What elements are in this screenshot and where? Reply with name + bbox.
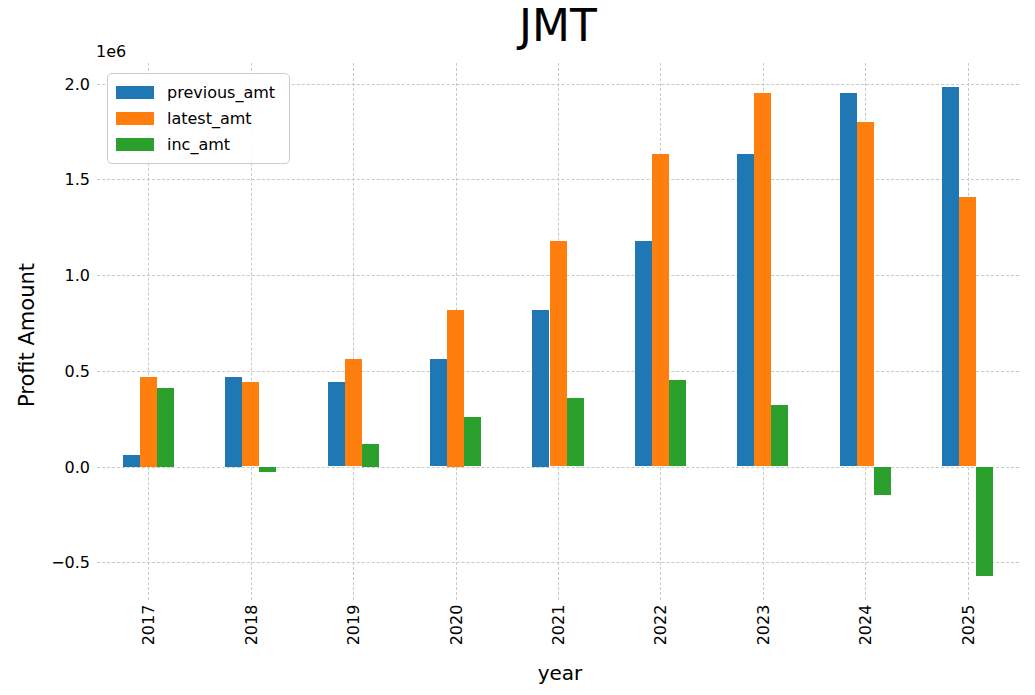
- gridline-x: [353, 63, 354, 600]
- bar-latest_amt-2018: [242, 382, 259, 466]
- y-axis-offset-label: 1e6: [96, 42, 126, 61]
- bar-latest_amt-2020: [447, 310, 464, 467]
- y-tick-label: −0.5: [51, 553, 90, 572]
- x-tick-label: 2019: [344, 605, 363, 646]
- bar-inc_amt-2022: [669, 380, 686, 466]
- bar-inc_amt-2020: [464, 417, 481, 467]
- x-tick-label: 2023: [753, 605, 772, 646]
- plot-area: previous_amt latest_amt inc_amt: [97, 63, 1019, 600]
- legend-item-label: latest_amt: [167, 109, 252, 128]
- legend: previous_amt latest_amt inc_amt: [107, 73, 290, 164]
- bar-latest_amt-2019: [345, 359, 362, 466]
- figure: JMT 1e6 Profit Amount year previous_amtl…: [0, 0, 1035, 695]
- bar-inc_amt-2018: [259, 467, 276, 473]
- y-tick-label: 0.0: [65, 457, 90, 476]
- bar-inc_amt-2019: [362, 444, 379, 467]
- bar-previous_amt-2017: [123, 455, 140, 467]
- bar-inc_amt-2025: [976, 467, 993, 576]
- legend-item-previous_amt: previous_amt: [116, 83, 275, 102]
- legend-item-label: previous_amt: [167, 83, 275, 102]
- legend-swatch-latest_amt: [116, 112, 154, 125]
- bar-previous_amt-2021: [532, 310, 549, 467]
- bar-latest_amt-2022: [652, 154, 669, 466]
- legend-swatch-inc_amt: [116, 138, 154, 151]
- bar-previous_amt-2020: [430, 359, 447, 466]
- y-tick-label: 0.5: [65, 361, 90, 380]
- bar-previous_amt-2018: [225, 377, 242, 467]
- x-axis-label: year: [538, 661, 583, 685]
- legend-item-latest_amt: latest_amt: [116, 109, 275, 128]
- bar-previous_amt-2024: [840, 93, 857, 466]
- bar-latest_amt-2024: [857, 122, 874, 467]
- bar-latest_amt-2023: [754, 93, 771, 466]
- bar-previous_amt-2022: [635, 241, 652, 467]
- legend-item-inc_amt: inc_amt: [116, 135, 275, 154]
- bar-previous_amt-2023: [737, 154, 754, 466]
- x-tick-label: 2018: [241, 605, 260, 646]
- x-tick-label: 2022: [651, 605, 670, 646]
- bar-latest_amt-2021: [550, 241, 567, 467]
- y-tick-label: 1.0: [65, 266, 90, 285]
- legend-swatch-previous_amt: [116, 86, 154, 99]
- x-tick-label: 2017: [139, 605, 158, 646]
- x-tick-label: 2025: [958, 605, 977, 646]
- legend-item-label: inc_amt: [167, 135, 230, 154]
- y-tick-label: 1.5: [65, 170, 90, 189]
- bar-inc_amt-2017: [157, 388, 174, 467]
- bar-inc_amt-2024: [874, 467, 891, 496]
- bar-previous_amt-2019: [328, 382, 345, 466]
- bar-latest_amt-2017: [140, 377, 157, 467]
- bar-latest_amt-2025: [959, 197, 976, 467]
- bar-inc_amt-2023: [771, 405, 788, 466]
- x-tick-label: 2024: [856, 605, 875, 646]
- x-tick-label: 2020: [446, 605, 465, 646]
- bar-previous_amt-2025: [942, 87, 959, 466]
- y-axis-label: Profit Amount: [15, 263, 39, 407]
- y-tick-label: 2.0: [65, 74, 90, 93]
- x-tick-label: 2021: [549, 605, 568, 646]
- chart-title: JMT: [519, 0, 597, 51]
- bar-inc_amt-2021: [567, 398, 584, 467]
